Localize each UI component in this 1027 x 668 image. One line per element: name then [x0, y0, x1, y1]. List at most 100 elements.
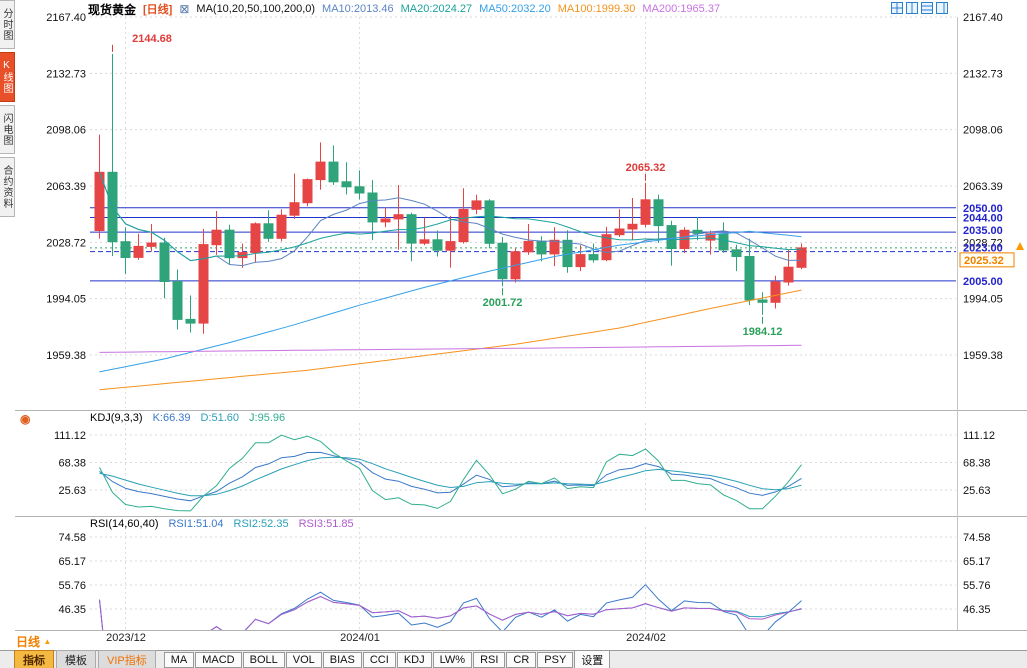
price-tick-left: 2167.40	[46, 12, 86, 24]
kdj-header: KDJ(9,3,3) K:66.39 D:51.60 J:95.96	[90, 412, 285, 424]
candle	[185, 318, 196, 324]
candle	[211, 229, 222, 246]
kdj-rsi-splitter[interactable]	[15, 516, 1027, 517]
indicator-button-lw[interactable]: LW%	[432, 651, 473, 668]
rsi-plot	[99, 583, 802, 630]
layout-icon-group	[891, 2, 948, 14]
candle	[354, 186, 365, 194]
period-tag: [日线]	[143, 4, 173, 16]
indicator-button-bias[interactable]: BIAS	[322, 651, 362, 668]
indicator-button-boll[interactable]: BOLL	[242, 651, 285, 668]
candle	[289, 202, 300, 216]
candle	[640, 199, 651, 225]
indicator-button-cci[interactable]: CCI	[362, 651, 396, 668]
latest-price-arrow-icon[interactable]	[1016, 242, 1024, 250]
candle	[133, 245, 144, 258]
kdj-j-value: J:95.96	[249, 412, 286, 424]
kdj-tick-right: 111.12	[963, 430, 995, 442]
candle	[588, 254, 599, 261]
rail-tab-flash[interactable]: 闪电图	[0, 105, 15, 154]
ma-params-label: MA(10,20,50,100,200,0)	[196, 3, 316, 15]
candle	[302, 179, 313, 204]
symbol-name: 现货黄金	[88, 2, 137, 17]
tab-templates[interactable]: 模板	[56, 649, 96, 668]
ma50-line	[99, 230, 802, 373]
indicator-button-vol[interactable]: VOL	[285, 651, 322, 668]
rail-tab-timeline[interactable]: 分时图	[0, 0, 15, 49]
xaxis-label-jan: 2024/01	[340, 632, 380, 644]
price-level-label: 2035.00	[963, 225, 1003, 237]
rsi-tick-left: 55.76	[58, 580, 86, 592]
price-level-label: 2023.00	[963, 243, 1003, 255]
ma200-line	[99, 344, 802, 353]
candle	[224, 229, 235, 259]
period-selector-label: 日线	[16, 635, 41, 649]
ma200-value: MA200:1965.37	[642, 3, 721, 15]
candlestick-layer[interactable]	[94, 53, 807, 391]
xaxis-separator	[15, 630, 1027, 631]
candle	[692, 229, 703, 234]
indicator-button-cr[interactable]: CR	[506, 651, 537, 668]
candle	[276, 214, 287, 239]
last-price-tag	[959, 252, 1015, 268]
price-tick-left: 2132.73	[46, 68, 86, 80]
candle	[536, 240, 547, 255]
kdj-d-value: D:51.60	[200, 412, 240, 424]
candle	[731, 249, 742, 258]
candle	[549, 239, 560, 255]
candle	[653, 199, 664, 227]
layout-split-columns-icon[interactable]	[906, 2, 918, 14]
indicator-settings-icon[interactable]: ◉	[20, 412, 31, 426]
rail-tab-contract-info[interactable]: 合约资料	[0, 157, 15, 217]
ma100-value: MA100:1999.30	[557, 3, 636, 15]
candle	[757, 299, 768, 303]
indicator-button-psy[interactable]: PSY	[537, 651, 574, 668]
ma20-value: MA20:2024.27	[400, 3, 473, 15]
indicator-button-kdj[interactable]: KDJ	[396, 651, 432, 668]
candle	[666, 225, 677, 250]
price-annotation: 2065.32	[626, 162, 666, 174]
price-tick-right: 2028.72	[963, 237, 1003, 249]
rsi3-value: RSI3:51.85	[298, 518, 354, 530]
kdj-tick-right: 25.63	[963, 485, 991, 497]
layout-right-panel-icon[interactable]	[936, 2, 948, 14]
indicator-button-macd[interactable]: MACD	[195, 651, 242, 668]
kdj-title: KDJ(9,3,3)	[90, 412, 143, 424]
tab-vip-indicators[interactable]: VIP指标	[98, 649, 156, 668]
candle	[614, 228, 625, 236]
candle	[705, 233, 716, 241]
chart-mode-rail: 分时图 K线图 闪电图 合约资料	[0, 0, 15, 220]
rail-tab-candlestick[interactable]: K线图	[0, 52, 15, 102]
candle	[367, 192, 378, 223]
ma50-value: MA50:2032.20	[479, 3, 551, 15]
ma-checkbox-icon[interactable]: ⊠	[179, 2, 190, 16]
candle	[120, 241, 131, 258]
candle	[419, 239, 430, 244]
indicator-toolbar: 指标 模板 VIP指标 MA MACD BOLL VOL BIAS CCI KD…	[0, 649, 1027, 668]
candle	[159, 242, 170, 282]
rsi2-value: RSI2:52.35	[233, 518, 289, 530]
right-axis-separator	[957, 17, 958, 630]
indicator-button-rsi[interactable]: RSI	[473, 651, 506, 668]
indicator-button-ma[interactable]: MA	[163, 651, 195, 668]
period-selector[interactable]: 日线 ▲	[16, 633, 51, 650]
rsi-tick-right: 46.35	[963, 604, 991, 616]
tab-indicators[interactable]: 指标	[14, 649, 54, 668]
price-tick-left: 2098.06	[46, 125, 86, 137]
last-price-label: 2025.32	[964, 255, 1004, 267]
settings-button[interactable]: 设置	[574, 649, 611, 668]
layout-grid-icon[interactable]	[891, 2, 903, 14]
candle	[575, 254, 586, 268]
price-tick-right: 2098.06	[963, 125, 1003, 137]
layout-split-rows-icon[interactable]	[921, 2, 933, 14]
candle	[458, 208, 469, 243]
main-kdj-splitter[interactable]	[15, 410, 1027, 411]
price-annotation: 2001.72	[483, 297, 523, 309]
candle	[432, 239, 443, 251]
rsi-title: RSI(14,60,40)	[90, 518, 159, 530]
candle	[146, 242, 157, 247]
candle	[328, 161, 339, 183]
kdj-tick-left: 25.63	[58, 485, 86, 497]
